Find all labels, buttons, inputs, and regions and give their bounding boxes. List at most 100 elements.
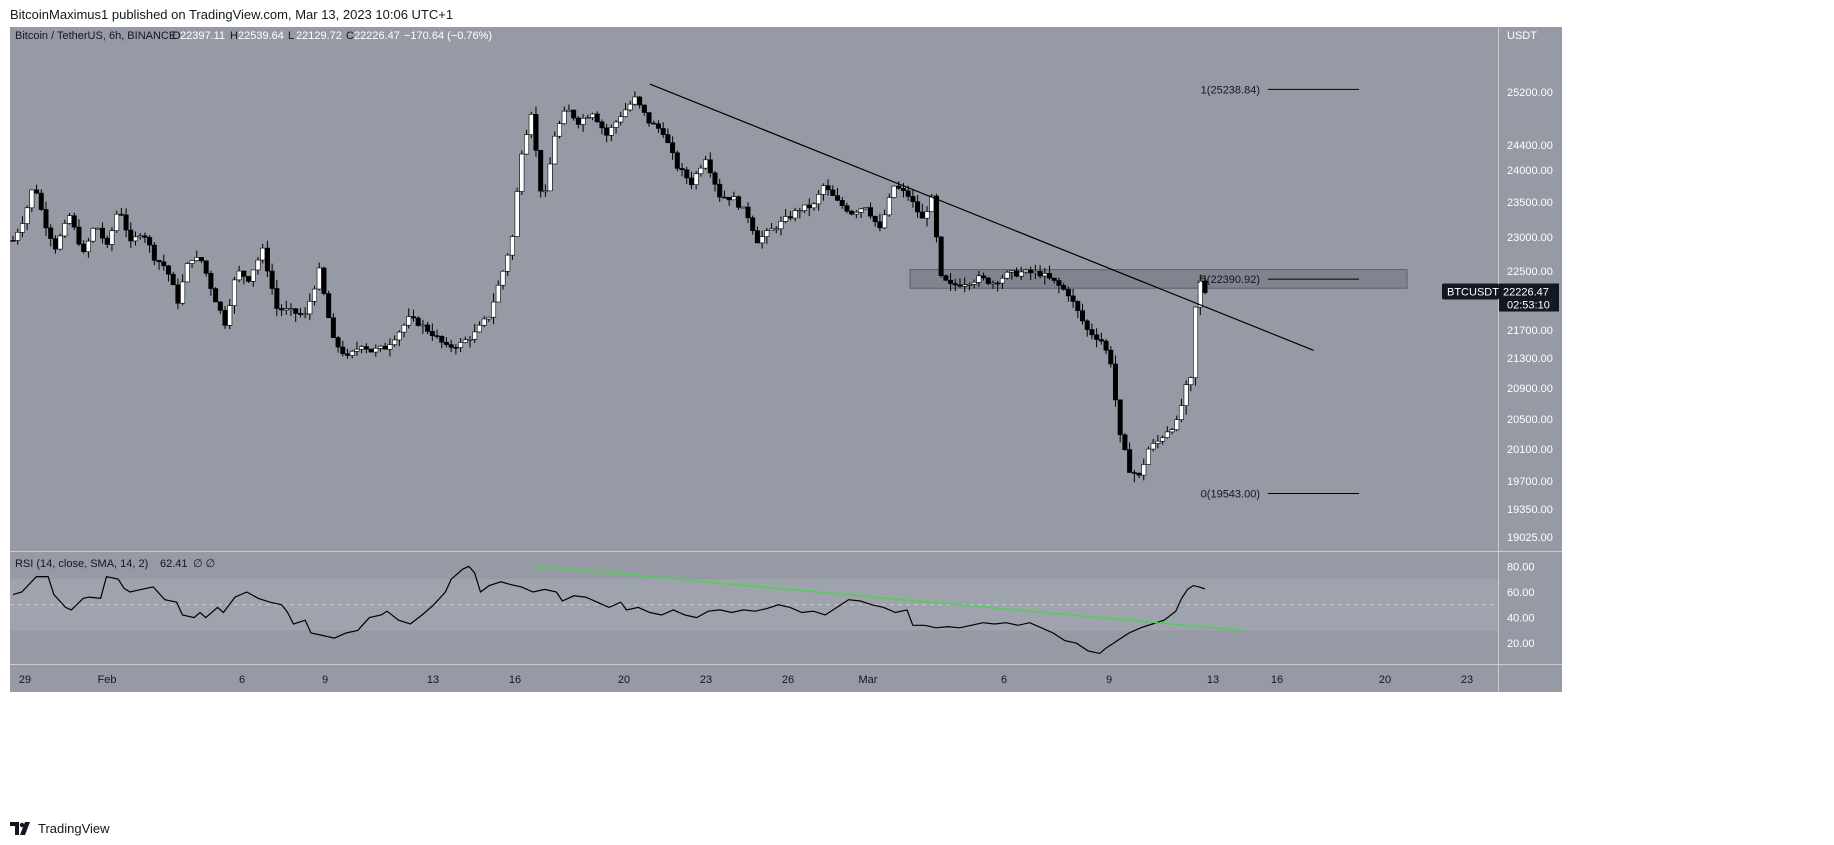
candle: [71, 212, 77, 231]
candle: [373, 344, 379, 357]
candle: [731, 191, 737, 201]
price-axis-label: 19700.00: [1507, 476, 1553, 488]
price-axis-label: 20500.00: [1507, 414, 1553, 426]
candle: [773, 226, 779, 234]
candle: [1141, 458, 1147, 481]
candle: [943, 274, 949, 282]
candle: [514, 187, 520, 238]
candle: [1070, 288, 1076, 308]
price-axis-label: 25200.00: [1507, 87, 1553, 99]
time-axis-label: 20: [1379, 674, 1391, 686]
candle: [882, 209, 888, 230]
rsi-trendline[interactable]: [532, 565, 1242, 632]
ohlc-change: −170.64 (−0.76%): [404, 30, 492, 42]
candle: [849, 209, 855, 216]
candle: [410, 309, 416, 322]
candle: [415, 316, 421, 327]
ohlc-legend: O 22397.11 H 22539.64 L 22129.72 C 22226.47 −170…: [172, 30, 492, 42]
candle: [312, 285, 318, 306]
candle: [1037, 265, 1043, 279]
price-axis-label: 22500.00: [1507, 266, 1553, 278]
fib-level[interactable]: .5(22390.92): [1198, 274, 1359, 286]
price-tag-countdown: 02:53:10: [1507, 300, 1550, 312]
candle: [90, 227, 96, 243]
candle: [740, 206, 746, 209]
candle: [264, 240, 270, 278]
candle: [321, 266, 327, 296]
candle: [820, 183, 826, 201]
candle: [580, 114, 586, 132]
time-axis-label: 16: [1271, 674, 1283, 686]
fib-level[interactable]: 1(25238.84): [1201, 84, 1359, 96]
candle: [420, 319, 426, 334]
chart-area[interactable]: 1(25238.84) .5(22390.92) 0(19543.00) Bitco…: [10, 27, 1834, 812]
candle: [307, 293, 313, 321]
candle: [434, 329, 440, 339]
candle: [571, 109, 577, 121]
candle: [915, 194, 921, 219]
candle: [759, 230, 765, 249]
candle: [175, 278, 181, 310]
candle: [236, 265, 242, 283]
candle: [19, 216, 25, 238]
candle: [363, 343, 369, 354]
time-axis-label: 16: [509, 674, 521, 686]
candle: [128, 222, 134, 248]
rsi-line: [12, 565, 1206, 655]
candle: [114, 210, 120, 233]
fib-levels[interactable]: 1(25238.84) .5(22390.92) 0(19543.00): [1198, 84, 1359, 501]
candle: [231, 276, 237, 314]
price-pane[interactable]: [10, 27, 1498, 551]
candle: [227, 299, 233, 330]
candle: [999, 274, 1005, 290]
candle: [547, 157, 553, 192]
candle: [401, 323, 407, 338]
candle: [1023, 268, 1029, 274]
candle: [863, 206, 869, 211]
candle: [1028, 266, 1034, 281]
candle: [132, 231, 138, 246]
candle: [95, 227, 101, 230]
candle: [721, 190, 727, 199]
current-price-tag[interactable]: BTCUSDT 22226.47 02:53:10: [1442, 283, 1559, 312]
candle: [118, 207, 124, 216]
fib-label: 0(19543.00): [1201, 489, 1260, 501]
ohlc-key: O: [172, 30, 181, 42]
candle: [519, 150, 525, 195]
candle: [717, 178, 723, 202]
candle: [679, 163, 685, 177]
candle: [81, 240, 87, 254]
candle: [165, 264, 171, 282]
candle: [802, 204, 808, 214]
candle: [330, 313, 336, 338]
candle: [453, 344, 459, 355]
time-axis-label: 6: [1001, 674, 1007, 686]
candle: [674, 150, 680, 172]
candle: [1197, 274, 1203, 316]
candle: [938, 236, 944, 278]
candle: [524, 129, 530, 155]
candle: [62, 219, 68, 238]
candle: [590, 112, 596, 121]
candle: [1178, 398, 1184, 423]
candle: [1004, 270, 1010, 280]
price-trendline[interactable]: [649, 83, 1314, 351]
candle: [10, 235, 16, 242]
ohlc-key: H: [230, 30, 238, 42]
candle: [872, 215, 878, 227]
candle: [1145, 446, 1151, 465]
candle: [684, 166, 690, 185]
candle: [34, 184, 40, 195]
rsi-axis-labels: 80.00 60.00 40.00 20.00: [1507, 561, 1535, 650]
candle: [825, 179, 831, 196]
candle: [359, 345, 365, 354]
candle: [481, 316, 487, 328]
ohlc-key: C: [346, 30, 354, 42]
candle: [924, 206, 930, 227]
time-axis-label: 6: [239, 674, 245, 686]
candle: [750, 215, 756, 235]
rsi-value: 62.41: [160, 558, 188, 570]
candle: [778, 216, 784, 236]
fib-level[interactable]: 0(19543.00): [1201, 489, 1359, 501]
candle: [142, 232, 148, 243]
